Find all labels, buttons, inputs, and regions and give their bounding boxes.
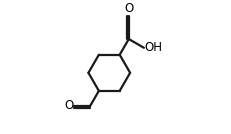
Text: O: O bbox=[64, 99, 73, 112]
Text: OH: OH bbox=[144, 41, 162, 54]
Text: O: O bbox=[124, 2, 133, 15]
